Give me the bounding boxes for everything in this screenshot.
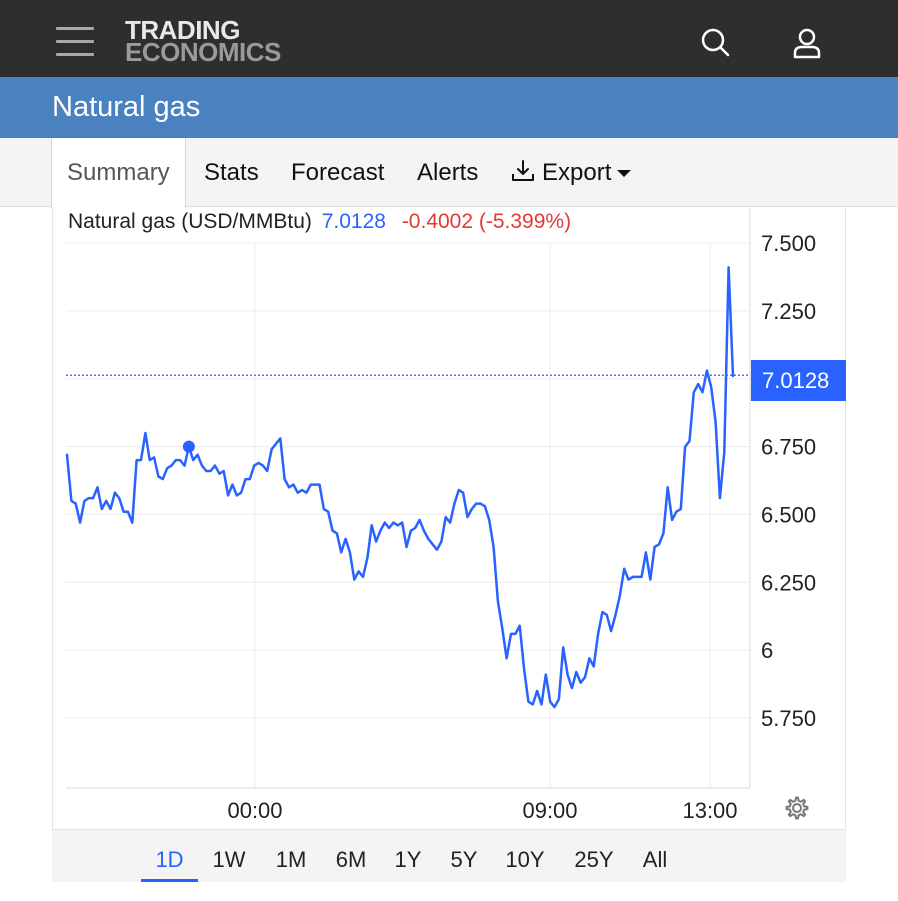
user-icon[interactable] [790,26,824,60]
tab-export[interactable]: Export [510,138,632,207]
top-header: TRADING ECONOMICS [0,0,898,77]
legend-change: -0.4002 (-5.399%) [401,210,572,233]
range-1y[interactable]: 1Y [394,847,422,872]
search-icon[interactable] [698,26,732,60]
gear-icon[interactable] [783,794,811,822]
site-logo[interactable]: TRADING ECONOMICS [125,15,281,67]
range-5y[interactable]: 5Y [450,847,478,872]
range-1d[interactable]: 1D [141,830,198,883]
download-icon [512,160,534,181]
page-title: Natural gas [52,91,201,123]
range-all[interactable]: All [642,847,668,872]
range-selector: 1D 1W 1M 6M 1Y 5Y 10Y 25Y All [52,829,846,882]
price-chart[interactable] [52,207,846,882]
hamburger-menu-icon[interactable] [56,27,94,57]
tab-summary-label: Summary [67,159,170,186]
logo-line2: ECONOMICS [125,37,281,67]
last-price-tag: 7.0128 [751,360,846,401]
tab-alerts[interactable]: Alerts [417,138,478,207]
range-1w[interactable]: 1W [212,847,246,872]
tab-stats-label: Stats [204,159,259,186]
logo-line1: TRADING [125,15,240,45]
legend-last-value: 7.0128 [321,210,386,233]
range-1m[interactable]: 1M [275,847,307,872]
tab-forecast[interactable]: Forecast [291,138,384,207]
tab-forecast-label: Forecast [291,159,385,186]
tab-stats[interactable]: Stats [204,138,259,207]
chart-legend: Natural gas (USD/MMBtu) 7.0128 -0.4002 (… [68,210,571,234]
range-25y[interactable]: 25Y [574,847,614,872]
range-6m[interactable]: 6M [335,847,367,872]
page-title-bar: Natural gas [0,77,898,138]
tab-export-label: Export [542,159,612,186]
range-10y[interactable]: 10Y [505,847,545,872]
tab-summary[interactable]: Summary [51,138,186,208]
legend-instrument: Natural gas (USD/MMBtu) [68,210,312,233]
tab-bar: Summary Stats Forecast Alerts Export [0,138,898,208]
chevron-down-icon [617,170,632,178]
tab-alerts-label: Alerts [417,159,479,186]
